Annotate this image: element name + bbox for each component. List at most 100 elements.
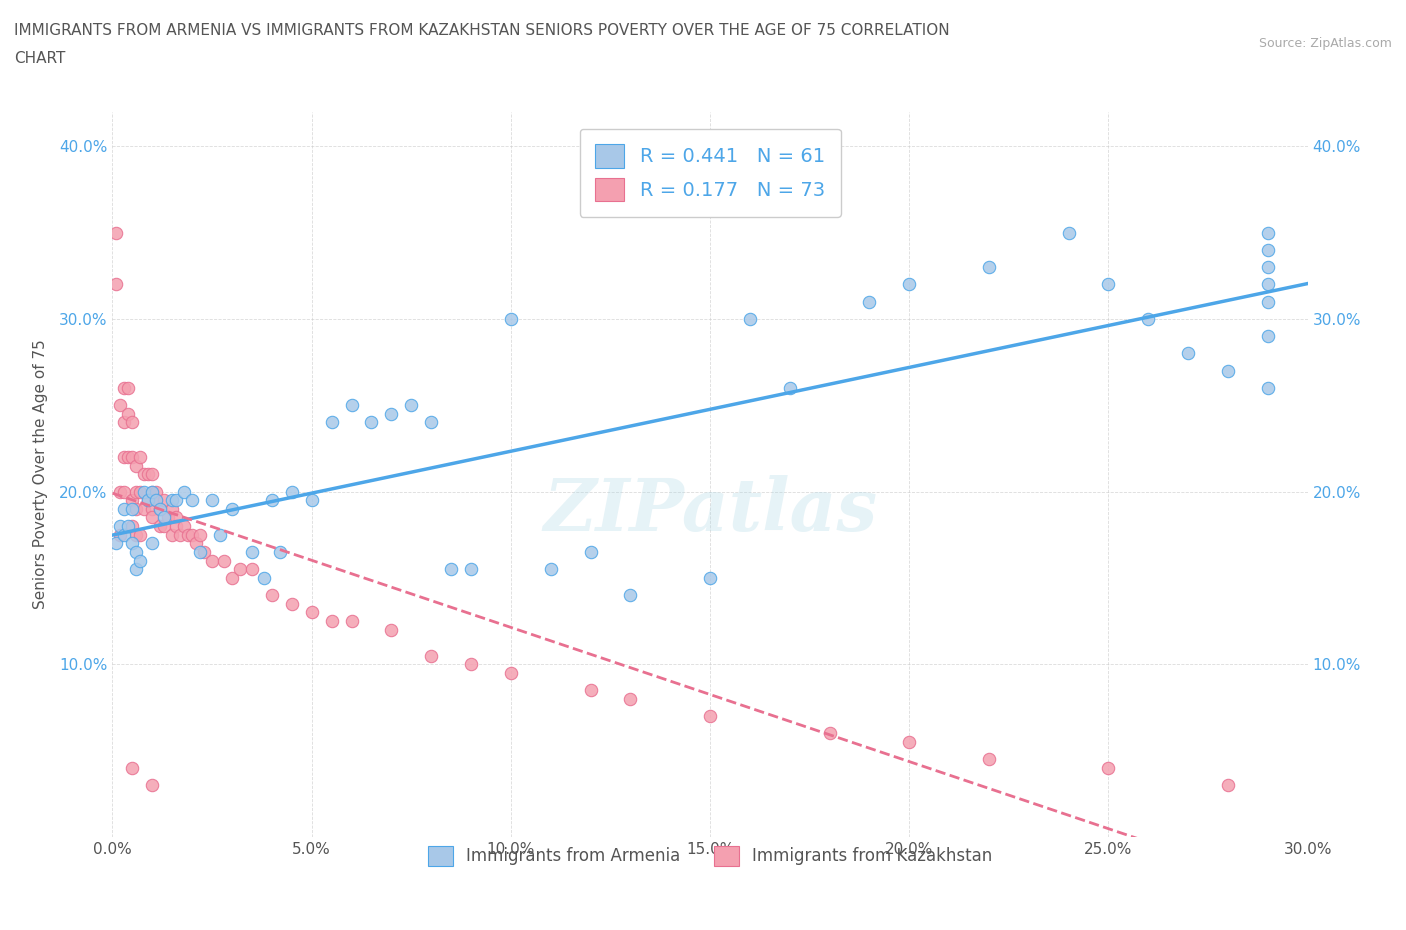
Point: [117, 519, 139, 534]
Point: [977, 259, 1000, 274]
Point: [165, 510, 187, 525]
Point: [221, 501, 243, 516]
Point: [125, 527, 148, 542]
Point: [173, 485, 195, 499]
Point: [145, 485, 167, 499]
Point: [1257, 225, 1279, 240]
Point: [114, 485, 135, 499]
Point: [209, 527, 232, 542]
Point: [117, 449, 139, 464]
Point: [125, 562, 148, 577]
Legend: Immigrants from Armenia, Immigrants from Kazakhstan: Immigrants from Armenia, Immigrants from…: [415, 832, 1005, 880]
Point: [110, 485, 132, 499]
Point: [619, 691, 641, 706]
Point: [141, 536, 163, 551]
Point: [380, 406, 402, 421]
Point: [301, 493, 323, 508]
Point: [1257, 328, 1279, 343]
Point: [260, 588, 283, 603]
Point: [141, 510, 163, 525]
Point: [201, 493, 224, 508]
Point: [114, 527, 135, 542]
Point: [121, 449, 143, 464]
Point: [145, 493, 167, 508]
Point: [149, 519, 172, 534]
Point: [162, 493, 183, 508]
Point: [125, 458, 148, 473]
Point: [117, 380, 139, 395]
Point: [898, 735, 921, 750]
Point: [1257, 259, 1279, 274]
Point: [401, 398, 423, 413]
Point: [125, 501, 148, 516]
Point: [162, 501, 183, 516]
Point: [114, 380, 135, 395]
Point: [240, 562, 263, 577]
Point: [129, 553, 152, 568]
Point: [340, 614, 363, 629]
Point: [157, 510, 180, 525]
Point: [141, 501, 163, 516]
Point: [1057, 225, 1080, 240]
Point: [779, 380, 801, 395]
Point: [129, 527, 152, 542]
Point: [1097, 277, 1119, 292]
Point: [153, 519, 176, 534]
Point: [141, 485, 163, 499]
Point: [177, 527, 200, 542]
Point: [149, 501, 172, 516]
Point: [114, 501, 135, 516]
Point: [340, 398, 363, 413]
Point: [153, 510, 176, 525]
Point: [321, 614, 343, 629]
Point: [181, 527, 204, 542]
Point: [699, 709, 721, 724]
Point: [858, 294, 880, 309]
Point: [260, 493, 283, 508]
Point: [169, 527, 191, 542]
Point: [738, 312, 761, 326]
Point: [110, 519, 132, 534]
Point: [301, 605, 323, 620]
Point: [181, 493, 204, 508]
Point: [699, 570, 721, 585]
Point: [121, 519, 143, 534]
Text: IMMIGRANTS FROM ARMENIA VS IMMIGRANTS FROM KAZAKHSTAN SENIORS POVERTY OVER THE A: IMMIGRANTS FROM ARMENIA VS IMMIGRANTS FR…: [14, 23, 949, 38]
Point: [188, 527, 211, 542]
Point: [105, 536, 128, 551]
Point: [153, 493, 176, 508]
Point: [499, 312, 522, 326]
Text: ZIPatlas: ZIPatlas: [543, 475, 877, 546]
Point: [121, 761, 143, 776]
Point: [188, 545, 211, 560]
Text: CHART: CHART: [14, 51, 66, 66]
Point: [114, 449, 135, 464]
Point: [105, 225, 128, 240]
Point: [141, 485, 163, 499]
Point: [134, 467, 156, 482]
Point: [212, 553, 235, 568]
Point: [1257, 243, 1279, 258]
Point: [162, 527, 183, 542]
Point: [281, 485, 304, 499]
Point: [145, 493, 167, 508]
Point: [321, 415, 343, 430]
Point: [141, 777, 163, 792]
Point: [186, 536, 208, 551]
Point: [165, 493, 187, 508]
Point: [1216, 364, 1239, 379]
Point: [110, 398, 132, 413]
Point: [125, 485, 148, 499]
Point: [221, 570, 243, 585]
Point: [129, 485, 152, 499]
Point: [138, 493, 160, 508]
Point: [1257, 380, 1279, 395]
Point: [579, 683, 602, 698]
Y-axis label: Seniors Poverty Over the Age of 75: Seniors Poverty Over the Age of 75: [32, 339, 48, 609]
Point: [460, 562, 482, 577]
Point: [138, 493, 160, 508]
Point: [1137, 312, 1160, 326]
Point: [121, 501, 143, 516]
Point: [420, 648, 443, 663]
Point: [360, 415, 382, 430]
